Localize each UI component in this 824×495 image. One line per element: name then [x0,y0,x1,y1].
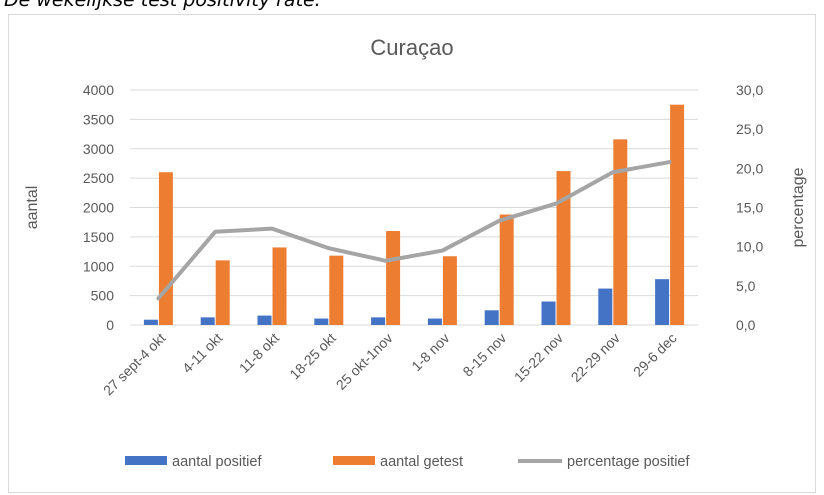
y-tick-label: 0 [106,317,114,333]
y-tick-label: 500 [91,288,115,304]
x-tick-label: 4-11 okt [179,330,225,376]
x-tick-label: 22-29 nov [568,330,623,385]
bar-aantal-getest [556,171,571,325]
y-axis-title: aantal [24,186,41,230]
legend-label: aantal positief [172,454,262,470]
x-tick-label: 15-22 nov [511,330,566,385]
y-tick-label: 2000 [83,200,114,216]
y-tick-label: 4000 [83,82,114,98]
bar-aantal-getest [670,104,685,325]
bar-aantal-positief [371,317,386,325]
x-tick-label: 1-8 nov [408,330,452,374]
chart-caption: De wekelijkse test positivity rate: [4,0,322,11]
bar-aantal-getest [215,260,230,325]
bar-aantal-positief [257,315,272,325]
legend-label: aantal getest [380,454,463,470]
bar-aantal-getest [499,214,514,325]
bar-aantal-getest [158,172,173,325]
legend-swatch [333,456,375,465]
bar-aantal-getest [613,139,628,325]
legend-label: percentage positief [567,454,690,470]
line-percentage-positief [156,160,672,301]
y-tick-label: 1000 [83,258,114,274]
legend-swatch [125,456,167,465]
bar-aantal-positief [314,318,329,325]
x-tick-label: 18-25 okt [286,330,339,383]
y2-tick-label: 5,0 [736,278,756,294]
bar-aantal-getest [386,231,401,325]
bar-aantal-positief [427,318,442,325]
y2-tick-label: 25,0 [736,121,763,137]
bar-aantal-positief [655,279,670,325]
y-tick-label: 3000 [83,141,114,157]
bar-aantal-positief [598,288,613,325]
x-tick-label: 11-8 okt [236,330,282,376]
y2-axis-title: percentage [790,167,807,247]
y2-tick-label: 20,0 [736,160,763,176]
bar-aantal-positief [541,301,556,325]
bar-aantal-getest [272,247,287,325]
y-tick-label: 2500 [83,170,114,186]
chart-title: Curaçao [370,35,453,60]
bar-aantal-positief [484,310,499,325]
chart-frame [8,14,816,493]
y2-tick-label: 30,0 [736,82,763,98]
x-tick-label: 25 okt-1nov [333,330,396,393]
x-tick-label: 8-15 nov [459,330,509,380]
x-tick-label: 27 sept-4 okt [100,330,169,399]
x-tick-label: 29-6 dec [630,330,680,380]
y2-tick-label: 15,0 [736,200,763,216]
y-tick-label: 3500 [83,111,114,127]
y2-tick-label: 10,0 [736,239,763,255]
bar-aantal-getest [329,255,344,325]
bar-aantal-positief [200,317,215,325]
bar-aantal-getest [442,256,457,325]
y-tick-label: 1500 [83,229,114,245]
y2-tick-label: 0,0 [736,317,756,333]
bar-aantal-positief [143,319,158,325]
